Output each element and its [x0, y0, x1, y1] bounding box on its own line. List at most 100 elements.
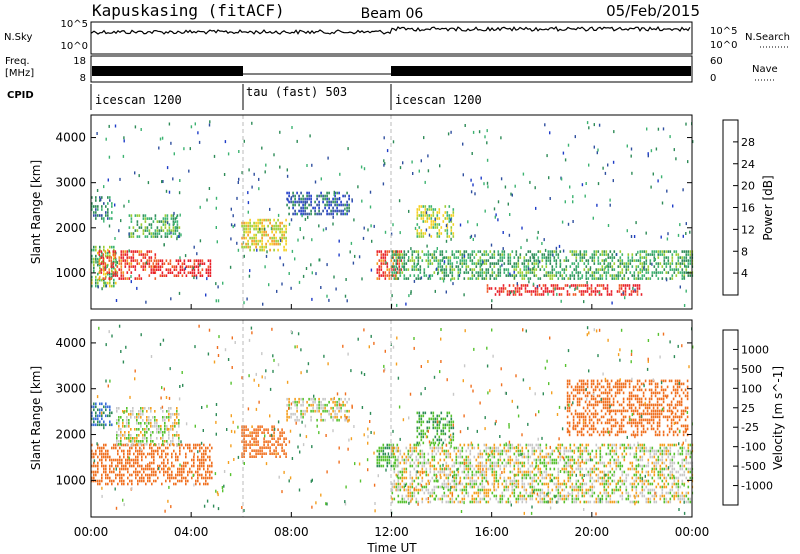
data-cell	[255, 455, 257, 458]
data-cell	[527, 449, 530, 453]
data-cell	[170, 443, 172, 446]
data-cell	[175, 265, 178, 268]
data-cell	[589, 452, 592, 456]
data-cell	[525, 476, 528, 480]
data-cell	[170, 425, 172, 428]
data-cell	[455, 250, 458, 253]
data-cell	[99, 278, 101, 282]
data-cell	[176, 407, 178, 410]
data-cell	[332, 215, 334, 219]
data-cell	[535, 449, 538, 453]
data-cell	[350, 241, 353, 245]
data-cell	[573, 488, 576, 492]
data-cell	[336, 415, 338, 419]
data-cell	[603, 461, 606, 465]
data-cell	[273, 437, 275, 440]
data-cell	[349, 250, 351, 254]
data-cell	[630, 235, 633, 238]
data-cell	[667, 250, 670, 253]
data-cell	[481, 497, 484, 501]
data-cell	[97, 446, 99, 450]
data-cell	[467, 467, 470, 471]
data-cell	[433, 256, 436, 259]
data-cell	[91, 449, 93, 453]
data-cell	[607, 262, 610, 265]
data-cell	[93, 248, 95, 252]
data-cell	[312, 400, 314, 404]
data-cell	[137, 470, 139, 474]
data-cell	[465, 485, 468, 489]
data-cell	[412, 172, 414, 175]
data-cell	[533, 446, 536, 450]
data-cell	[615, 274, 618, 277]
data-cell	[336, 403, 338, 407]
data-cell	[415, 455, 418, 459]
data-cell	[131, 464, 133, 468]
data-cell	[452, 214, 455, 217]
data-cell	[257, 227, 259, 231]
data-cell	[399, 268, 402, 271]
data-cell	[563, 452, 566, 456]
data-cell	[521, 485, 524, 489]
data-cell	[498, 287, 501, 290]
data-cell	[147, 479, 149, 483]
data-cell	[585, 271, 588, 274]
data-cell	[631, 171, 633, 175]
data-cell	[138, 443, 140, 446]
data-cell	[583, 253, 586, 256]
data-cell	[427, 461, 430, 465]
data-cell	[253, 236, 255, 240]
data-cell	[247, 428, 249, 431]
data-cell	[261, 230, 263, 234]
data-cell	[539, 479, 542, 483]
data-cell	[135, 473, 137, 477]
data-cell	[416, 235, 419, 238]
data-cell	[401, 455, 404, 459]
data-cell	[418, 169, 420, 173]
data-cell	[534, 287, 537, 290]
data-cell	[111, 461, 113, 465]
data-cell	[521, 500, 524, 504]
data-cell	[475, 271, 478, 274]
data-cell	[581, 449, 584, 453]
data-cell	[188, 169, 190, 173]
data-cell	[383, 136, 385, 140]
data-cell	[459, 449, 462, 453]
data-cell	[493, 479, 496, 483]
data-cell	[179, 479, 181, 483]
data-cell	[502, 231, 504, 234]
data-cell	[663, 250, 666, 253]
data-cell	[526, 238, 528, 242]
data-cell	[324, 203, 326, 207]
data-cell	[97, 208, 99, 211]
data-cell	[489, 488, 492, 492]
data-cell	[457, 455, 460, 459]
data-cell	[582, 290, 585, 293]
data-cell	[425, 485, 428, 489]
data-cell	[253, 248, 255, 252]
data-cell	[128, 268, 131, 271]
data-cell	[499, 452, 502, 456]
data-cell	[483, 494, 486, 498]
data-cell	[123, 136, 125, 140]
data-cell	[479, 470, 482, 474]
data-cell	[567, 277, 570, 280]
data-cell	[541, 482, 544, 486]
data-cell	[112, 262, 115, 265]
data-cell	[565, 482, 568, 486]
data-cell	[513, 479, 516, 483]
data-cell	[491, 461, 494, 465]
data-cell	[433, 488, 436, 492]
data-cell	[197, 443, 199, 447]
data-cell	[93, 476, 95, 480]
data-cell	[625, 446, 628, 450]
data-cell	[112, 265, 115, 268]
data-cell	[635, 488, 638, 492]
data-cell	[143, 479, 145, 483]
data-cell	[561, 482, 564, 486]
data-cell	[157, 265, 160, 268]
data-cell	[141, 464, 143, 468]
data-cell	[605, 274, 608, 277]
data-cell	[419, 452, 422, 456]
data-cell	[407, 455, 410, 459]
